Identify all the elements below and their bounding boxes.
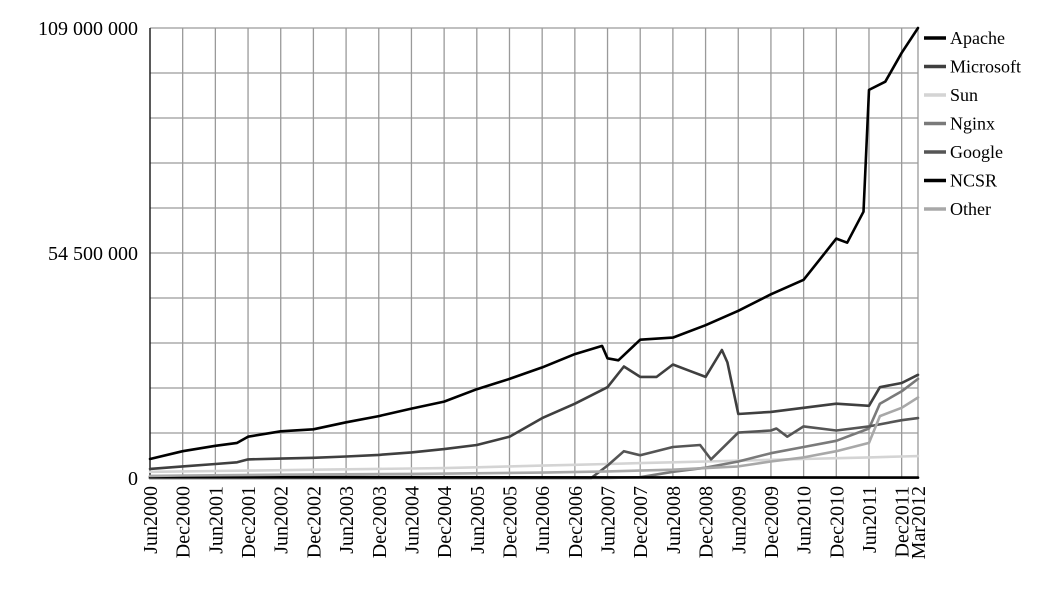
legend-label-sun: Sun	[950, 85, 978, 105]
x-tick-label: Jun2002	[271, 486, 293, 554]
x-tick-label: Jun2008	[663, 486, 685, 554]
legend-label-ncsr: NCSR	[950, 171, 997, 191]
legend-label-other: Other	[950, 199, 991, 219]
y-axis-ticks: 0 54 500 000 109 000 000	[38, 18, 138, 490]
x-tick-label: Mar2012	[908, 486, 930, 559]
y-tick-label: 109 000 000	[38, 18, 138, 40]
series-line-sun	[148, 454, 920, 474]
y-tick-label: 0	[128, 468, 138, 490]
legend-label-google: Google	[950, 142, 1003, 162]
x-tick-label: Jun2000	[140, 486, 162, 554]
x-tick-label: Dec2008	[696, 486, 718, 558]
x-tick-label: Jun2001	[205, 486, 227, 554]
x-tick-label: Jun2003	[336, 486, 358, 554]
x-axis-ticks: Jun2000 Dec2000 Jun2001 Dec2001 Jun2002 Dec20…	[140, 486, 930, 559]
x-tick-label: Jun2011	[859, 486, 881, 553]
x-tick-label: Dec2010	[826, 486, 848, 558]
y-tick-label: 54 500 000	[48, 243, 138, 265]
series-line-google	[148, 416, 920, 480]
series-line-apache	[148, 26, 920, 461]
x-tick-label: Dec2009	[761, 486, 783, 558]
x-tick-label: Jun2010	[794, 486, 816, 554]
x-tick-label: Dec2002	[303, 486, 325, 558]
x-tick-label: Dec2005	[499, 486, 521, 558]
legend-label-apache: Apache	[950, 28, 1005, 48]
x-tick-label: Jun2005	[467, 486, 489, 554]
x-tick-label: Jun2007	[598, 486, 620, 554]
x-tick-label: Dec2001	[238, 486, 260, 558]
x-tick-label: Dec2011	[892, 486, 914, 557]
legend-label-nginx: Nginx	[950, 114, 995, 134]
x-tick-label: Dec2004	[434, 486, 456, 558]
legend-label-microsoft: Microsoft	[950, 57, 1021, 77]
series-line-microsoft	[148, 348, 920, 471]
x-tick-label: Jun2009	[728, 486, 750, 554]
x-tick-label: Jun2004	[401, 486, 423, 554]
series-line-ncsr	[148, 475, 920, 479]
legend: Apache Microsoft Sun Nginx Google NCSR Other	[924, 28, 1021, 219]
x-tick-label: Dec2003	[369, 486, 391, 558]
series-lines	[148, 26, 920, 480]
x-tick-label: Dec2006	[565, 486, 587, 558]
x-tick-label: Jun2006	[532, 486, 554, 554]
x-tick-label: Dec2000	[173, 486, 195, 558]
series-line-other	[148, 396, 920, 478]
x-tick-label: Dec2007	[630, 486, 652, 558]
